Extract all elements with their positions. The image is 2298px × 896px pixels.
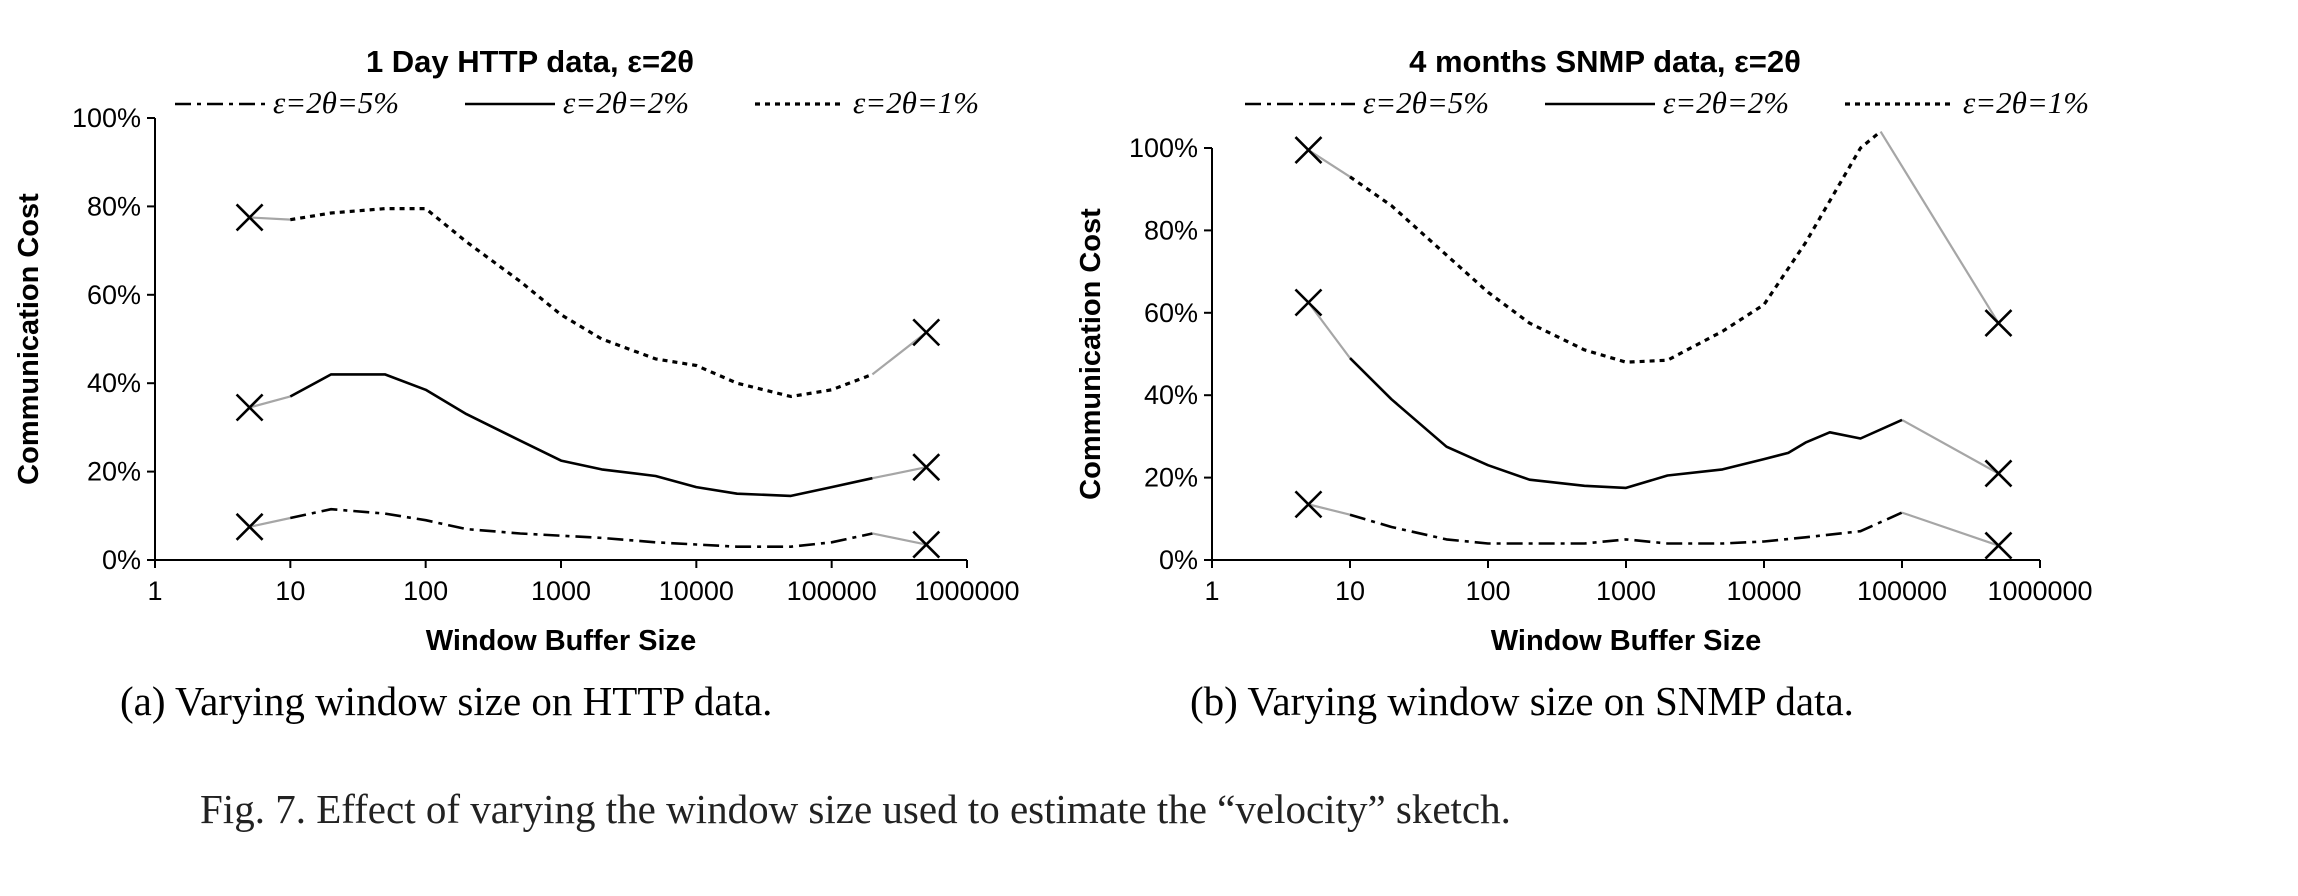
y-tick-label: 60% xyxy=(87,280,141,310)
x-axis-title: Window Buffer Size xyxy=(1491,625,1761,657)
x-tick-label: 1000 xyxy=(1596,576,1656,606)
chart-snmp: 4 months SNMP data, ε=2θ 0% 20% 40% 60% 80% 10… xyxy=(1075,44,2093,657)
legend-label: ε=2θ=2% xyxy=(1663,85,1789,120)
y-tick-label: 20% xyxy=(1144,463,1198,493)
x-marker-stroke xyxy=(912,453,941,482)
connector-line xyxy=(872,466,927,480)
x-marker-stroke xyxy=(1294,136,1323,164)
x-tick-label: 1000 xyxy=(531,576,591,606)
x-marker xyxy=(1984,531,2013,560)
x-marker xyxy=(1984,309,2013,338)
x-marker xyxy=(912,318,941,347)
x-marker-stroke xyxy=(1294,490,1323,519)
x-marker xyxy=(1294,136,1323,164)
connector-line xyxy=(872,532,927,546)
legend-label: ε=2θ=2% xyxy=(563,85,689,120)
series-line xyxy=(290,207,873,399)
figure-caption: Fig. 7. Effect of varying the window siz… xyxy=(200,786,1511,832)
x-tick-label: 100000 xyxy=(787,576,877,606)
legend-label: ε=2θ=1% xyxy=(1963,85,2089,120)
x-marker-stroke xyxy=(1294,288,1323,317)
y-tick-label: 20% xyxy=(87,457,141,487)
x-axis-title: Window Buffer Size xyxy=(426,625,696,657)
chart-title: 4 months SNMP data, ε=2θ xyxy=(1409,44,1801,79)
connector-line xyxy=(1901,418,1999,475)
x-marker xyxy=(235,512,264,541)
x-marker-stroke xyxy=(235,393,264,422)
series-line xyxy=(1349,130,1882,364)
x-tick-label: 1 xyxy=(147,576,162,606)
connector-line xyxy=(1308,503,1351,516)
x-tick-label: 1 xyxy=(1204,576,1219,606)
connector-line xyxy=(249,395,291,409)
x-marker xyxy=(1294,288,1323,317)
x-tick-label: 10000 xyxy=(1726,576,1801,606)
chart-http: 1 Day HTTP data, ε=2θ 0% 20% 40% 60% 80% 100% 1… xyxy=(13,44,1020,657)
series-line xyxy=(289,373,873,498)
x-tick-label: 1000000 xyxy=(914,576,1019,606)
x-marker-stroke xyxy=(1984,459,2013,488)
x-tick-label: 10 xyxy=(275,576,305,606)
connector-line xyxy=(1307,149,1351,178)
x-tick-label: 100000 xyxy=(1857,576,1947,606)
x-marker xyxy=(1984,459,2013,488)
x-marker xyxy=(235,393,264,422)
x-marker-stroke xyxy=(1984,531,2013,560)
x-marker xyxy=(912,453,941,482)
x-tick-label: 100 xyxy=(1465,576,1510,606)
x-marker xyxy=(912,530,941,559)
x-marker xyxy=(1294,490,1323,519)
y-tick-label: 80% xyxy=(1144,215,1198,245)
y-tick-label: 100% xyxy=(72,103,141,133)
x-marker-stroke xyxy=(912,530,941,559)
y-axis-title: Communication Cost xyxy=(13,193,45,485)
x-marker-stroke xyxy=(235,203,264,232)
y-axis-title: Communication Cost xyxy=(1075,208,1107,500)
series-line xyxy=(1349,357,1903,490)
x-marker-stroke xyxy=(235,512,264,541)
y-tick-label: 100% xyxy=(1129,133,1198,163)
y-tick-label: 0% xyxy=(1159,545,1198,575)
y-tick-label: 0% xyxy=(102,545,141,575)
y-tick-label: 40% xyxy=(1144,380,1198,410)
legend-label: ε=2θ=5% xyxy=(273,85,399,120)
x-marker-stroke xyxy=(912,318,941,347)
x-tick-label: 100 xyxy=(403,576,448,606)
x-marker xyxy=(235,203,264,232)
connector-line xyxy=(249,516,291,528)
y-tick-label: 40% xyxy=(87,368,141,398)
chart-title: 1 Day HTTP data, ε=2θ xyxy=(366,44,694,79)
x-marker-stroke xyxy=(1984,309,2013,338)
series-line xyxy=(290,507,873,549)
caption-b: (b) Varying window size on SNMP data. xyxy=(1190,678,1854,724)
y-tick-label: 80% xyxy=(87,191,141,221)
x-tick-label: 10 xyxy=(1335,576,1365,606)
connector-line xyxy=(1901,511,1999,547)
caption-a: (a) Varying window size on HTTP data. xyxy=(120,678,772,724)
x-tick-label: 1000000 xyxy=(1987,576,2092,606)
connector-line xyxy=(249,216,291,221)
legend-label: ε=2θ=1% xyxy=(853,85,979,120)
connector-line xyxy=(1307,301,1351,359)
y-tick-label: 60% xyxy=(1144,298,1198,328)
series-line xyxy=(1349,511,1903,545)
x-tick-label: 10000 xyxy=(659,576,734,606)
connector-line xyxy=(871,331,927,376)
legend-label: ε=2θ=5% xyxy=(1363,85,1489,120)
connector-line xyxy=(1879,130,2000,324)
